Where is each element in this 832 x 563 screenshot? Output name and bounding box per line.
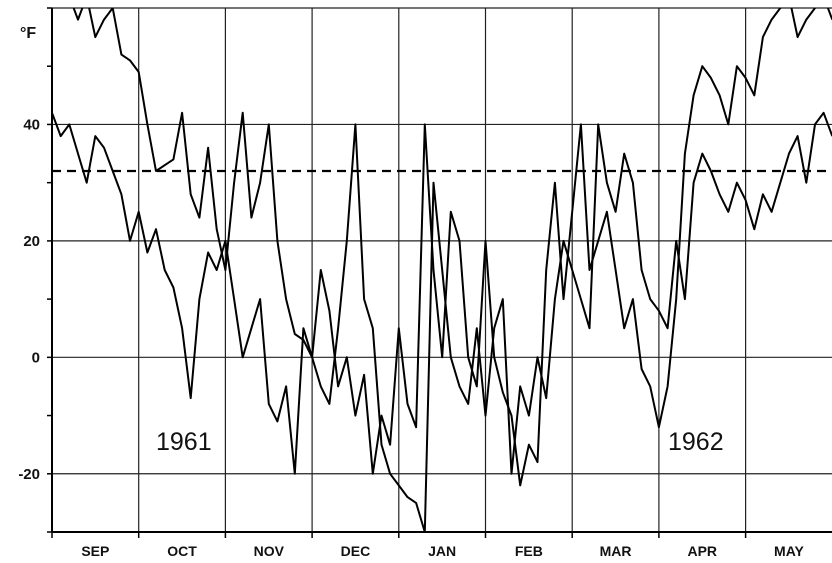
year-label-1962: 1962 (668, 428, 724, 456)
series-line-lower (52, 111, 832, 532)
x-tick-label-feb: FEB (515, 543, 543, 559)
y-tick-label: 0 (32, 349, 40, 366)
x-tick-label-mar: MAR (600, 543, 632, 559)
y-unit-label: °F (20, 25, 36, 42)
axes (47, 7, 832, 538)
x-tick-label-dec: DEC (341, 543, 371, 559)
y-tick-label: 20 (23, 233, 40, 250)
year-label-1961: 1961 (156, 428, 212, 456)
series-line-upper (72, 8, 832, 487)
y-tick-labels: -20 0 20 40 (18, 116, 40, 482)
series-lines (52, 8, 832, 532)
x-tick-label-apr: APR (687, 543, 717, 559)
grid-lines (51, 7, 832, 532)
y-tick-label: -20 (18, 466, 40, 483)
x-tick-labels: SEP OCT NOV DEC JAN FEB MAR APR MAY (81, 543, 804, 559)
x-tick-label-oct: OCT (167, 543, 197, 559)
x-tick-label-nov: NOV (254, 543, 285, 559)
y-tick-label: 40 (23, 116, 40, 133)
x-tick-label-jan: JAN (428, 543, 456, 559)
x-tick-label-sep: SEP (81, 543, 109, 559)
x-tick-label-may: MAY (774, 543, 804, 559)
